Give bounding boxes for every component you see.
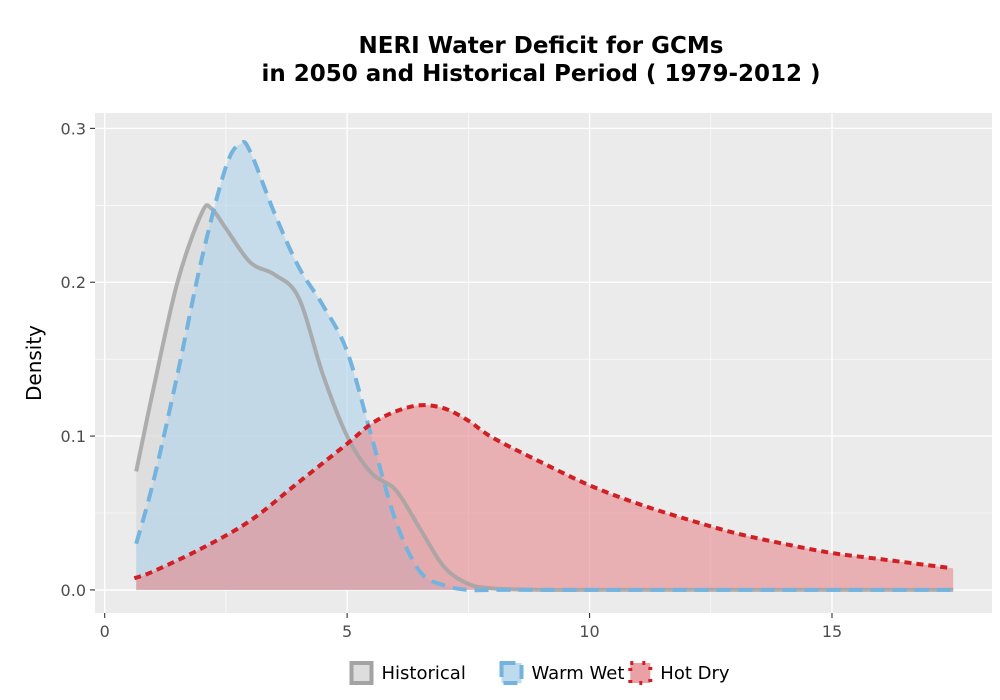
legend: Historical Warm Wet Hot Dry — [349, 661, 730, 685]
legend-label-warm-wet: Warm Wet — [532, 663, 625, 684]
legend-label-historical: Historical — [382, 663, 466, 684]
legend-key-warm-wet — [499, 661, 524, 685]
density-line-hot-dry — [133, 403, 956, 581]
x-tick-label: 5 — [342, 622, 352, 641]
x-tick-label: 0 — [100, 622, 110, 641]
x-axis: 0 5 10 15 — [100, 613, 842, 641]
y-axis: 0.0 0.1 0.2 0.3 — [61, 119, 95, 600]
y-axis-title: Density — [22, 325, 46, 401]
legend-label-hot-dry: Hot Dry — [660, 663, 730, 684]
x-tick-label: 15 — [822, 622, 842, 641]
y-tick-label: 0.2 — [61, 273, 86, 292]
y-tick-label: 0.3 — [61, 119, 86, 138]
y-tick-label: 0.0 — [61, 581, 86, 600]
chart-title-line1: NERI Water Deficit for GCMs — [358, 33, 723, 59]
density-lines — [133, 140, 956, 593]
x-tick-label: 10 — [579, 622, 599, 641]
y-tick-label: 0.1 — [61, 427, 86, 446]
density-line-warm-wet — [134, 140, 954, 593]
legend-key-hot-dry — [628, 661, 653, 685]
legend-key-historical — [349, 661, 374, 685]
chart-title-line2: in 2050 and Historical Period ( 1979-201… — [261, 61, 820, 87]
